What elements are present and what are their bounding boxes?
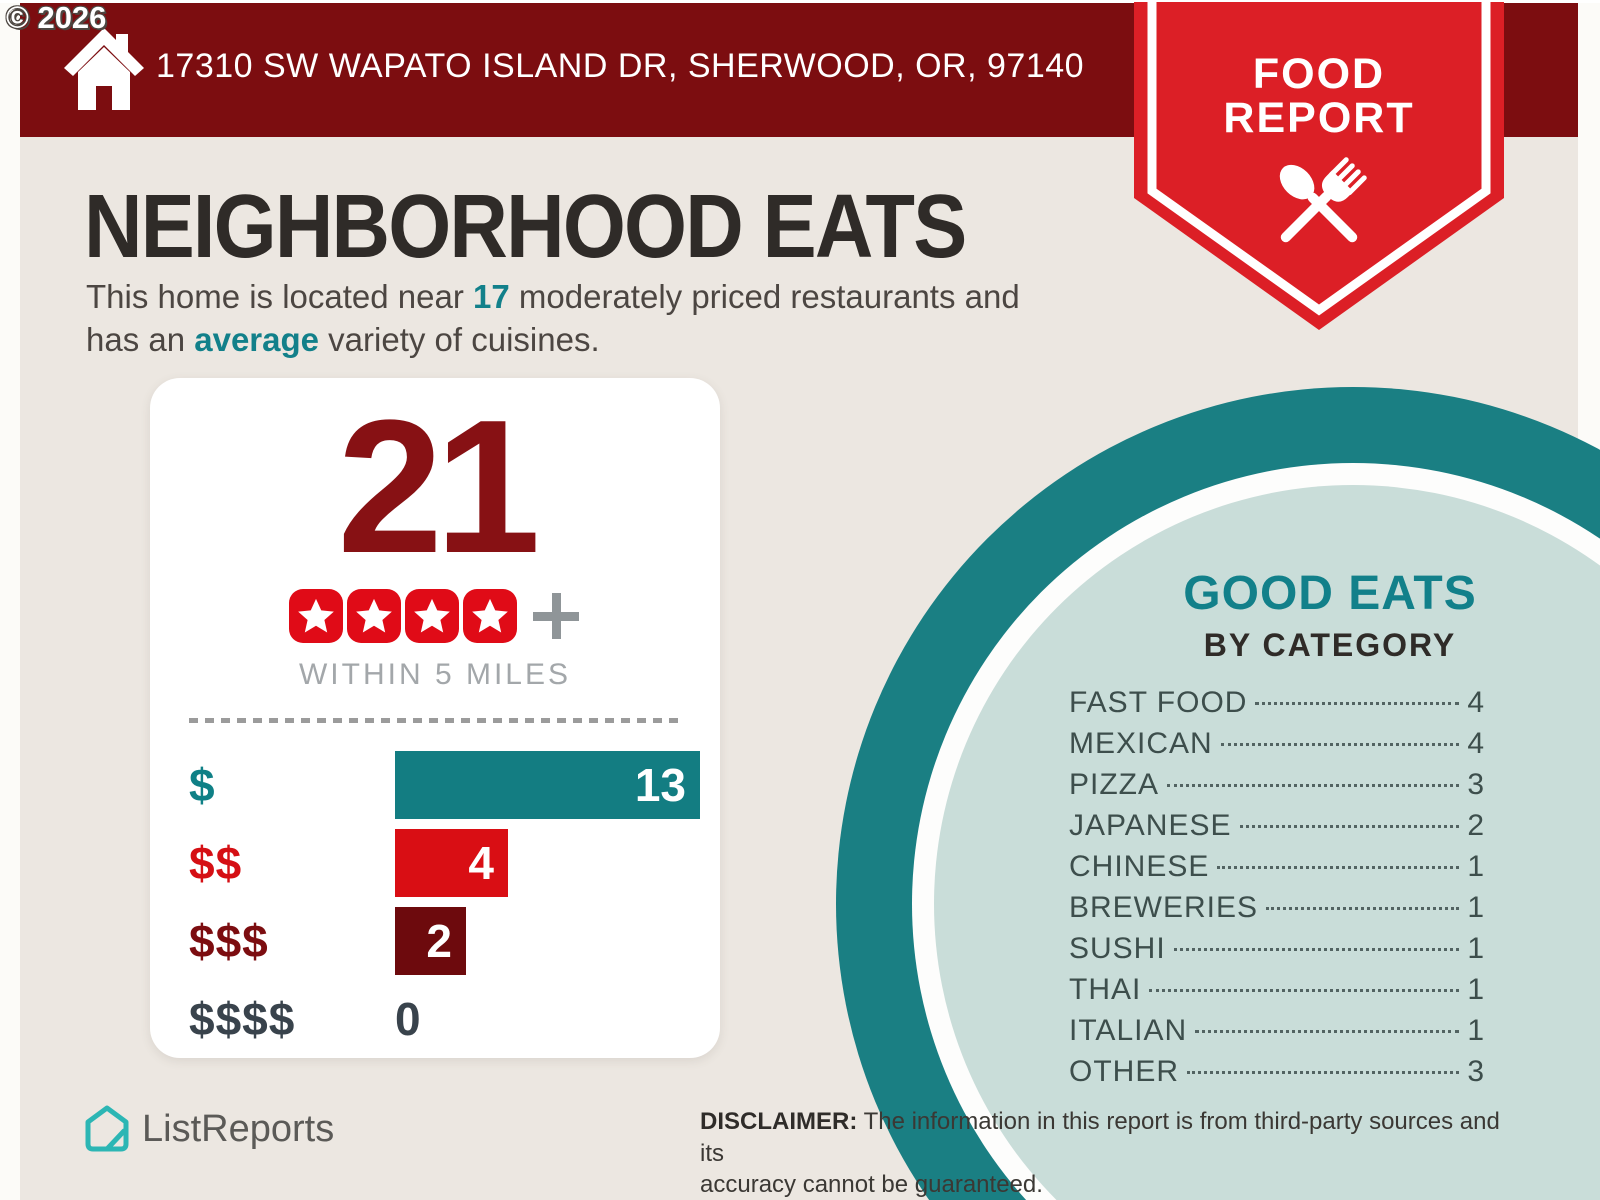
dashed-divider bbox=[189, 718, 681, 723]
category-row: FAST FOOD 4 bbox=[1069, 686, 1485, 727]
page-margin-top bbox=[0, 0, 1600, 3]
price-bar: 2 bbox=[395, 907, 466, 975]
disclaimer-text: DISCLAIMER: The information in this repo… bbox=[700, 1108, 1500, 1199]
restaurant-count-inline: 17 bbox=[473, 278, 510, 315]
category-label: PIZZA bbox=[1069, 768, 1160, 801]
price-bar-row: $$$$ 0 bbox=[189, 985, 720, 1053]
category-row: BREWERIES 1 bbox=[1069, 891, 1485, 932]
intro-text: This home is located near 17 moderately … bbox=[86, 278, 1020, 358]
category-label: THAI bbox=[1069, 973, 1142, 1006]
price-tier-label: $ bbox=[189, 759, 216, 811]
listreports-brand: ListReports bbox=[84, 1104, 334, 1154]
dotted-leader bbox=[1255, 702, 1460, 705]
dotted-leader bbox=[1266, 907, 1460, 910]
listreports-logo-icon bbox=[85, 1105, 129, 1152]
property-address: 17310 SW WAPATO ISLAND DR, SHERWOOD, OR,… bbox=[156, 47, 1085, 85]
price-bar-value: 2 bbox=[426, 915, 452, 967]
category-value: 4 bbox=[1467, 727, 1485, 760]
star-icon bbox=[463, 589, 517, 643]
price-tier-label: $$$ bbox=[189, 915, 269, 967]
rating-stars bbox=[289, 589, 517, 643]
price-bar-value: 4 bbox=[468, 837, 494, 889]
category-value: 4 bbox=[1467, 686, 1485, 719]
category-row: PIZZA 3 bbox=[1069, 768, 1485, 809]
spoon-fork-icon bbox=[1279, 157, 1367, 243]
category-label: OTHER bbox=[1069, 1055, 1179, 1088]
food-report-ribbon: FOOD REPORT bbox=[1134, 2, 1504, 330]
good-eats-panel: GOOD EATS BY CATEGORY FAST FOOD 4 MEXICAN… bbox=[1040, 566, 1600, 1096]
category-value: 1 bbox=[1467, 891, 1485, 924]
dotted-leader bbox=[1217, 866, 1460, 869]
ribbon-line2: REPORT bbox=[1223, 94, 1414, 142]
price-tier-label: $$ bbox=[189, 837, 243, 889]
category-value: 3 bbox=[1467, 768, 1485, 801]
copyright-text: © 2026 bbox=[6, 0, 107, 35]
category-value: 1 bbox=[1467, 932, 1485, 965]
category-row: SUSHI 1 bbox=[1069, 932, 1485, 973]
dotted-leader bbox=[1195, 1030, 1460, 1033]
category-label: JAPANESE bbox=[1069, 809, 1232, 842]
home-icon bbox=[64, 28, 144, 110]
plus-icon bbox=[533, 593, 579, 639]
category-row: ITALIAN 1 bbox=[1069, 1014, 1485, 1055]
category-label: SUSHI bbox=[1069, 932, 1166, 965]
category-list: FAST FOOD 4 MEXICAN 4 PIZZA 3 JAPANESE 2 CHI… bbox=[1069, 686, 1485, 1096]
category-row: JAPANESE 2 bbox=[1069, 809, 1485, 850]
price-bar: 13 bbox=[395, 751, 700, 819]
star-icon bbox=[405, 589, 459, 643]
category-label: FAST FOOD bbox=[1069, 686, 1248, 719]
good-eats-subtitle: BY CATEGORY bbox=[1203, 627, 1457, 663]
dotted-leader bbox=[1187, 1071, 1460, 1074]
restaurant-count: 21 bbox=[337, 381, 540, 593]
variety-highlight: average bbox=[194, 320, 320, 358]
disclaimer-label: DISCLAIMER: bbox=[700, 1108, 858, 1135]
category-value: 3 bbox=[1467, 1055, 1485, 1088]
price-tier-chart: $ 13 $$ 4 $$$ 2 $$$$ 0 bbox=[150, 751, 720, 1053]
star-icon bbox=[347, 589, 401, 643]
price-bar-row: $$ 4 bbox=[189, 829, 720, 897]
price-bar-value: 13 bbox=[634, 759, 686, 811]
category-label: MEXICAN bbox=[1069, 727, 1213, 760]
listreports-wordmark: ListReports bbox=[142, 1107, 335, 1150]
price-bar-row: $ 13 bbox=[189, 751, 720, 819]
category-row: OTHER 3 bbox=[1069, 1055, 1485, 1096]
category-row: CHINESE 1 bbox=[1069, 850, 1485, 891]
within-miles-label: WITHIN 5 MILES bbox=[298, 658, 572, 691]
ribbon-line1: FOOD bbox=[1253, 50, 1385, 98]
price-tier-label: $$$$ bbox=[189, 993, 296, 1045]
dotted-leader bbox=[1173, 948, 1460, 951]
star-icon bbox=[289, 589, 343, 643]
category-label: CHINESE bbox=[1069, 850, 1210, 883]
dotted-leader bbox=[1167, 784, 1460, 787]
dotted-leader bbox=[1239, 825, 1460, 828]
stats-card: 21 WITHIN 5 MILES $ 13 $$ 4 $$$ 2 $$$$ bbox=[150, 378, 720, 1058]
price-bar: 0 bbox=[395, 985, 421, 1053]
page-margin-left bbox=[0, 0, 20, 1200]
category-value: 1 bbox=[1467, 973, 1485, 1006]
rating-row bbox=[150, 588, 720, 644]
dotted-leader bbox=[1220, 743, 1460, 746]
good-eats-title: GOOD EATS bbox=[1183, 567, 1477, 620]
category-value: 2 bbox=[1467, 809, 1485, 842]
category-label: ITALIAN bbox=[1069, 1014, 1188, 1047]
category-value: 1 bbox=[1467, 850, 1485, 883]
price-bar-row: $$$ 2 bbox=[189, 907, 720, 975]
price-bar-value: 0 bbox=[395, 993, 421, 1045]
category-row: MEXICAN 4 bbox=[1069, 727, 1485, 768]
page-title: NEIGHBORHOOD EATS bbox=[84, 177, 967, 277]
price-bar: 4 bbox=[395, 829, 508, 897]
category-label: BREWERIES bbox=[1069, 891, 1259, 924]
category-row: THAI 1 bbox=[1069, 973, 1485, 1014]
dotted-leader bbox=[1149, 989, 1460, 992]
category-value: 1 bbox=[1467, 1014, 1485, 1047]
